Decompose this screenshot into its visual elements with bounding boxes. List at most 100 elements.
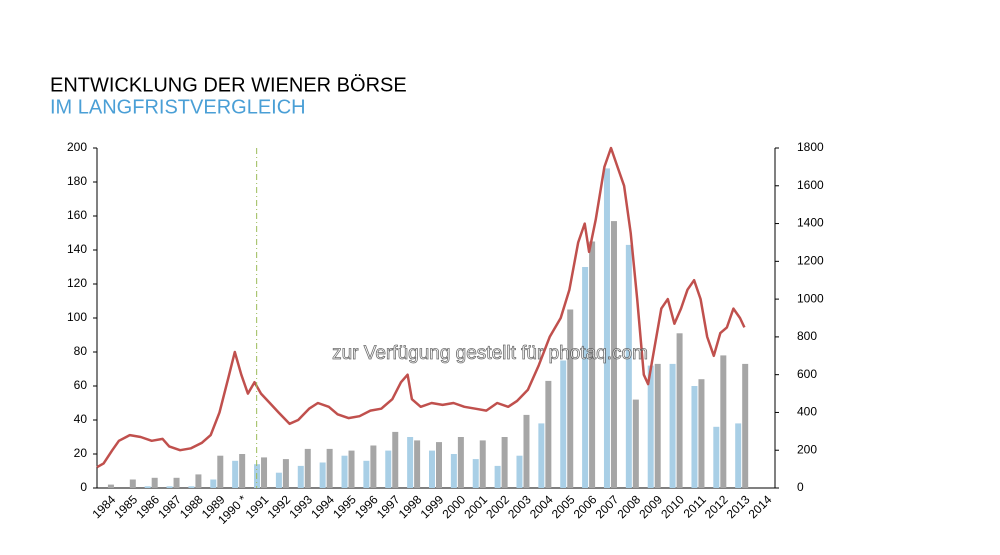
x-tick-label: 2013 [724,492,753,521]
y2-tick-label: 200 [797,442,817,456]
x-tick-label: 2001 [461,492,490,521]
bar [625,244,632,488]
bar [567,309,574,488]
y-tick-label: 180 [67,174,87,188]
bar [319,462,326,488]
y2-tick-label: 1200 [797,254,824,268]
x-tick-label: 2000 [439,492,468,521]
bar [407,437,414,488]
bar [261,457,268,488]
x-tick-label: 1985 [111,492,140,521]
bar [282,459,289,488]
x-tick-label: 1997 [374,492,403,521]
bar [720,355,727,488]
bar [632,399,639,488]
x-tick-label: 1984 [90,492,119,521]
bar [429,450,435,488]
x-tick-label: 2012 [702,492,731,521]
x-tick-label: 1999 [418,492,447,521]
bar [713,426,720,488]
bar [676,333,683,488]
bar [735,423,742,488]
x-tick-label: 2010 [658,492,687,521]
bar [691,386,698,488]
y-tick-label: 120 [67,276,87,290]
bar [647,365,654,488]
bar [144,486,151,488]
y-tick-label: 60 [74,378,88,392]
bar [107,484,114,488]
x-tick-label: 1995 [330,492,359,521]
bar [297,465,304,488]
x-tick-label: 1998 [396,492,425,521]
y-tick-label: 140 [67,242,87,256]
bar [173,477,180,488]
y-tick-label: 20 [74,446,88,460]
x-tick-label: 1993 [286,492,315,521]
x-tick-label: 2002 [483,492,512,521]
bar [385,450,392,488]
bar [326,448,333,488]
bar [669,363,676,488]
bar [363,460,370,488]
y-tick-label: 200 [67,140,87,154]
bar [195,474,202,488]
bar [654,363,661,488]
x-tick-label: 2005 [549,492,578,521]
bar [479,440,486,488]
bar [457,437,464,488]
bar [414,440,421,488]
bar [217,455,224,488]
bar [494,465,501,488]
y-tick-label: 40 [74,412,88,426]
x-tick-label: 1987 [155,492,184,521]
bar [210,479,217,488]
bar [239,454,246,488]
bar [523,414,530,488]
bar [589,241,596,488]
y2-tick-label: 1400 [797,216,824,230]
watermark: zur Verfügung gestellt für photaq.com [332,343,648,364]
x-tick-label: 1988 [177,492,206,521]
bar [436,442,442,488]
y-tick-label: 100 [67,310,87,324]
x-tick-label: 2006 [571,492,600,521]
bar [516,455,523,488]
bar [545,380,552,488]
x-tick-label: 1994 [308,492,337,521]
x-tick-label: 1991 [243,492,272,521]
y2-tick-label: 0 [797,480,804,494]
x-tick-label: 2007 [593,492,622,521]
bar [538,423,545,488]
bar [275,472,282,488]
y2-tick-label: 400 [797,405,817,419]
bar [610,221,617,488]
bar [304,448,311,488]
bar [472,459,479,488]
bar [501,437,508,488]
bar [560,360,567,488]
bar [151,477,158,488]
bar [603,168,610,488]
bar [582,267,589,488]
bar [341,455,348,488]
bar [370,445,377,488]
bar [129,479,136,488]
bar [742,363,749,488]
bar [188,486,195,488]
bar [348,450,355,488]
x-tick-label: 2003 [505,492,534,521]
x-tick-label: 2004 [527,492,556,521]
bar [166,486,173,488]
y-tick-label: 0 [80,480,87,494]
chart-subtitle: IM LANGFRISTVERGLEICH [50,96,306,118]
y2-tick-label: 1800 [797,140,824,154]
y2-tick-label: 1000 [797,291,824,305]
x-tick-label: 1992 [264,492,293,521]
x-tick-label: 2008 [614,492,643,521]
bar [232,460,239,488]
x-tick-label: 1996 [352,492,381,521]
index-line [96,146,746,469]
x-tick-label: 2014 [746,492,775,521]
